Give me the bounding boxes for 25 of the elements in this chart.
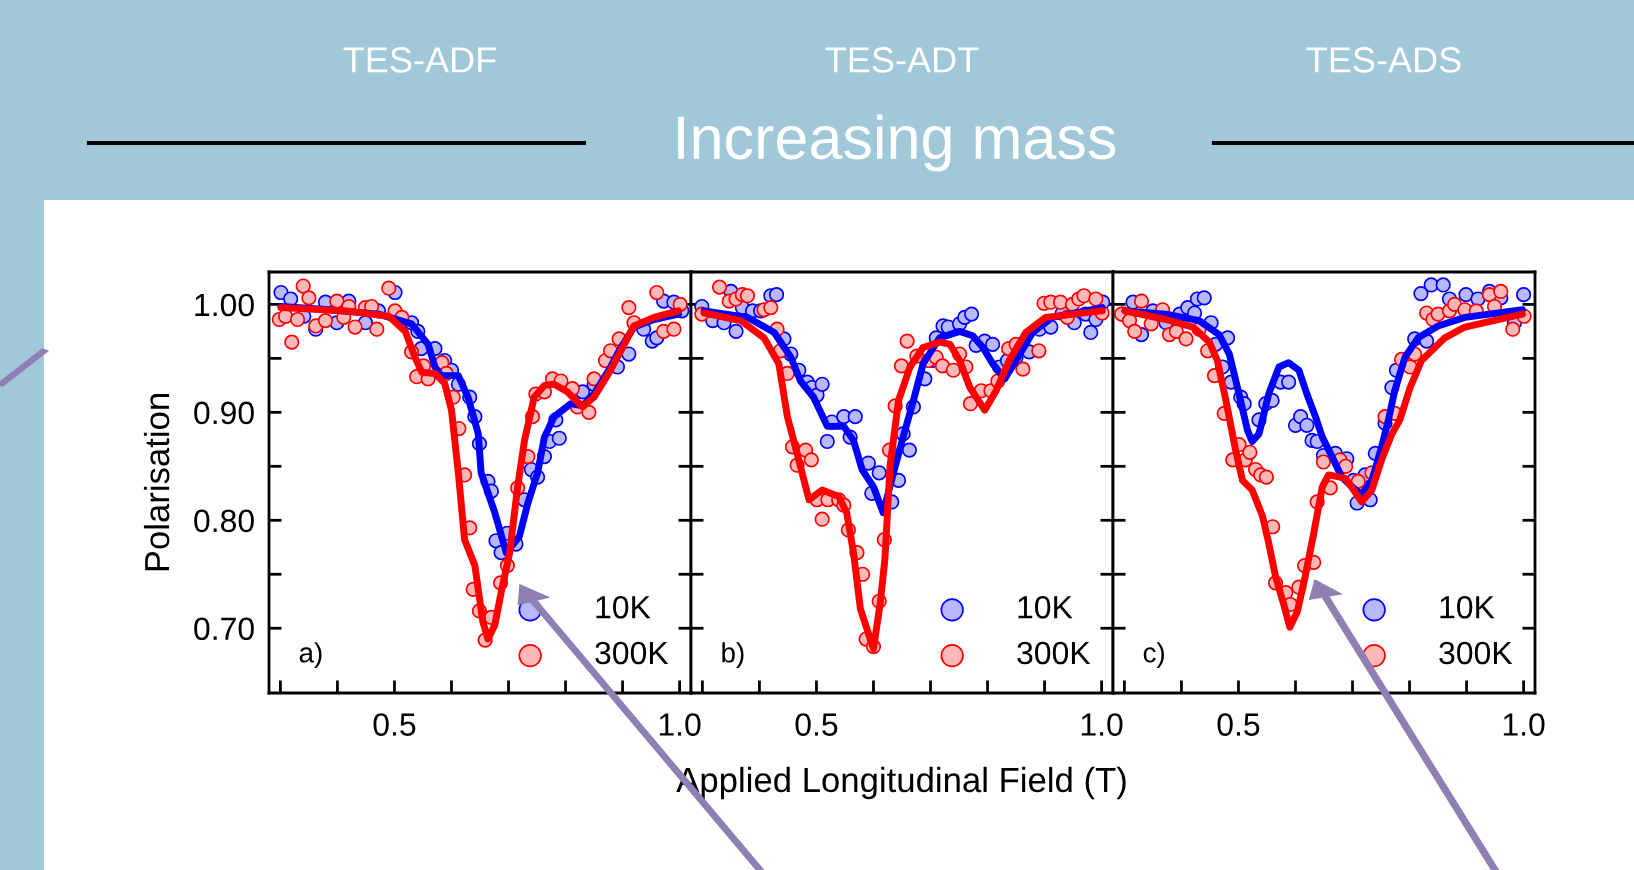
annotation: a): [299, 642, 322, 669]
x-tick-label: 0.5: [373, 713, 416, 736]
legend-label: 10K: [1018, 595, 1073, 619]
chart-title: TES-ADT: [825, 47, 979, 73]
annotation: b): [722, 642, 744, 669]
legend-label: 300K: [1439, 641, 1513, 665]
x-tick-label: 1.0: [1081, 713, 1123, 736]
y-axis-title: Polarisation: [143, 394, 170, 571]
y-tick-label: 1.00: [195, 293, 254, 317]
x-tick-label: 0.5: [1217, 713, 1260, 736]
text: Increasing mass: [678, 114, 1116, 172]
annotation: c): [1143, 642, 1164, 669]
legend-label: 10K: [1440, 595, 1495, 619]
y-tick-label: 0.70: [194, 617, 254, 641]
x-tick-label: 1.0: [1503, 713, 1545, 736]
chart-title: TES-ADF: [343, 47, 496, 73]
legend-label: 10K: [596, 595, 651, 619]
legend-label: 300K: [1017, 641, 1091, 665]
legend-label: 300K: [595, 641, 669, 665]
chart-title: TES-ADS: [1306, 47, 1461, 73]
y-tick-label: 0.90: [194, 401, 254, 425]
y-tick-label: 0.80: [194, 509, 254, 533]
x-tick-label: 0.5: [795, 713, 838, 736]
x-tick-label: 1.0: [659, 713, 701, 736]
x-axis-title: Applied Longitudinal Field (T): [676, 766, 1126, 800]
